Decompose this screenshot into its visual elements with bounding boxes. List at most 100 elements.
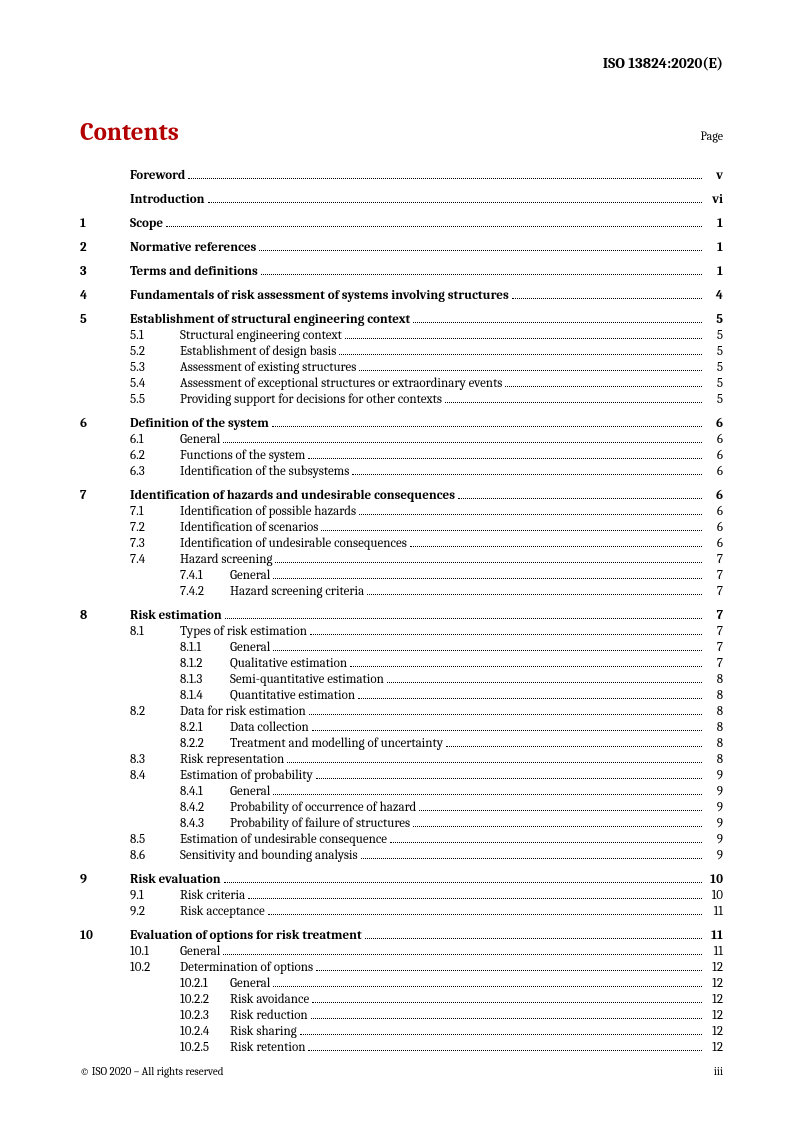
toc-entry-title: Fundamentals of risk assessment of syste… xyxy=(130,289,509,302)
toc-entry-title: Establishment of structural engineering … xyxy=(130,313,410,326)
page: ISO 13824:2020(E) Contents Page Foreword… xyxy=(0,0,793,1122)
toc-entry-page: 5 xyxy=(705,329,723,342)
toc-entry-page: 7 xyxy=(705,609,723,622)
toc-entry-page: 11 xyxy=(705,905,723,918)
toc-entry-page: 12 xyxy=(705,1041,723,1054)
toc-leader-dots xyxy=(208,202,702,203)
toc-row: 10.1General11 xyxy=(80,943,723,959)
toc-entry-title: Probability of failure of structures xyxy=(230,817,410,830)
toc-entry-title: Providing support for decisions for othe… xyxy=(180,393,442,406)
toc-section-number: 3 xyxy=(80,265,130,278)
toc-row: 10.2.1General12 xyxy=(80,975,723,991)
toc-leader-dots xyxy=(350,666,702,667)
toc-subsection-number: 6.1 xyxy=(130,433,180,446)
toc-leader-dots xyxy=(316,970,702,971)
toc-row: 7.4.2Hazard screening criteria7 xyxy=(80,583,723,599)
toc-row: 10.2Determination of options12 xyxy=(80,959,723,975)
toc-entry-title: Data collection xyxy=(230,721,309,734)
toc-subsubsection-number: 8.4.3 xyxy=(180,817,230,830)
copyright-text: © ISO 2020 – All rights reserved xyxy=(80,1065,223,1078)
contents-header: Contents Page xyxy=(80,118,723,147)
toc-leader-dots xyxy=(310,634,702,635)
toc-entry-title: General xyxy=(230,785,270,798)
toc-section-number: 5 xyxy=(80,313,130,326)
toc-entry-title: Risk acceptance xyxy=(180,905,265,918)
toc-entry-page: 6 xyxy=(705,465,723,478)
toc-leader-dots xyxy=(352,474,702,475)
toc-subsection-number: 7.4 xyxy=(130,553,180,566)
toc-entry-page: 5 xyxy=(705,393,723,406)
toc-section-number: 4 xyxy=(80,289,130,302)
toc-entry-page: 8 xyxy=(705,737,723,750)
toc-row: 4Fundamentals of risk assessment of syst… xyxy=(80,287,723,303)
toc-entry-page: 5 xyxy=(705,361,723,374)
toc-entry-title: Sensitivity and bounding analysis xyxy=(180,849,358,862)
toc-group: 1Scope1 xyxy=(80,215,723,231)
toc-entry-title: Risk evaluation xyxy=(130,873,221,886)
toc-section-number: 8 xyxy=(80,609,130,622)
toc-entry-title: Structural engineering context xyxy=(180,329,342,342)
toc-leader-dots xyxy=(458,498,702,499)
toc-leader-dots xyxy=(419,810,702,811)
toc-row: Introductionvi xyxy=(80,191,723,207)
toc-section-number: 10 xyxy=(80,929,130,942)
toc-row: 6.1General6 xyxy=(80,431,723,447)
toc-group: 10Evaluation of options for risk treatme… xyxy=(80,927,723,1055)
toc-subsubsection-number: 10.2.1 xyxy=(180,977,230,990)
toc-subsection-number: 5.4 xyxy=(130,377,180,390)
toc-entry-title: Identification of undesirable consequenc… xyxy=(180,537,407,550)
toc-entry-title: Establishment of design basis xyxy=(180,345,336,358)
toc-entry-page: 8 xyxy=(705,673,723,686)
toc-row: 6.2Functions of the system6 xyxy=(80,447,723,463)
toc-entry-title: Quantitative estimation xyxy=(230,689,355,702)
toc-row: 8.2.1Data collection8 xyxy=(80,719,723,735)
toc-entry-page: 1 xyxy=(705,265,723,278)
toc-subsection-number: 8.1 xyxy=(130,625,180,638)
toc-section-number: 6 xyxy=(80,417,130,430)
toc-leader-dots xyxy=(445,402,702,403)
toc-entry-page: 8 xyxy=(705,721,723,734)
toc-row: 7Identification of hazards and undesirab… xyxy=(80,487,723,503)
toc-row: 5Establishment of structural engineering… xyxy=(80,311,723,327)
toc-row: 5.2Establishment of design basis5 xyxy=(80,343,723,359)
toc-entry-title: Terms and definitions xyxy=(130,265,258,278)
toc-entry-page: v xyxy=(705,169,723,182)
toc-entry-page: 7 xyxy=(705,553,723,566)
toc-row: 7.1Identification of possible hazards6 xyxy=(80,503,723,519)
toc-row: 5.1Structural engineering context5 xyxy=(80,327,723,343)
toc-leader-dots xyxy=(413,826,702,827)
toc-leader-dots xyxy=(309,714,702,715)
toc-subsubsection-number: 8.1.4 xyxy=(180,689,230,702)
toc-row: 7.4Hazard screening7 xyxy=(80,551,723,567)
toc-row: 8Risk estimation7 xyxy=(80,607,723,623)
toc-row: Forewordv xyxy=(80,167,723,183)
toc-entry-title: General xyxy=(230,977,270,990)
toc-entry-page: 9 xyxy=(705,833,723,846)
toc-row: 8.4.2Probability of occurrence of hazard… xyxy=(80,799,723,815)
toc-entry-page: 8 xyxy=(705,689,723,702)
toc-leader-dots xyxy=(275,562,702,563)
toc-subsection-number: 7.1 xyxy=(130,505,180,518)
toc-row: 8.1.4Quantitative estimation 8 xyxy=(80,687,723,703)
page-column-label: Page xyxy=(701,129,723,143)
toc-entry-title: Risk retention xyxy=(230,1041,305,1054)
toc-leader-dots xyxy=(387,682,702,683)
toc-entry-title: Risk avoidance xyxy=(230,993,309,1006)
toc-entry-page: 10 xyxy=(705,873,723,886)
toc-entry-title: Normative references xyxy=(130,241,256,254)
toc-entry-title: Introduction xyxy=(130,193,205,206)
toc-subsubsection-number: 10.2.4 xyxy=(180,1025,230,1038)
toc-leader-dots xyxy=(358,698,702,699)
toc-row: 10.2.2Risk avoidance12 xyxy=(80,991,723,1007)
toc-row: 9.1Risk criteria10 xyxy=(80,887,723,903)
toc-entry-title: Assessment of existing structures xyxy=(180,361,356,374)
toc-row: 10Evaluation of options for risk treatme… xyxy=(80,927,723,943)
toc-row: 2Normative references1 xyxy=(80,239,723,255)
toc-entry-page: 6 xyxy=(705,537,723,550)
toc-entry-page: 9 xyxy=(705,769,723,782)
toc-row: 5.5Providing support for decisions for o… xyxy=(80,391,723,407)
toc-subsection-number: 10.2 xyxy=(130,961,180,974)
toc-subsection-number: 5.5 xyxy=(130,393,180,406)
toc-subsubsection-number: 10.2.5 xyxy=(180,1041,230,1054)
toc-entry-title: Assessment of exceptional structures or … xyxy=(180,377,502,390)
